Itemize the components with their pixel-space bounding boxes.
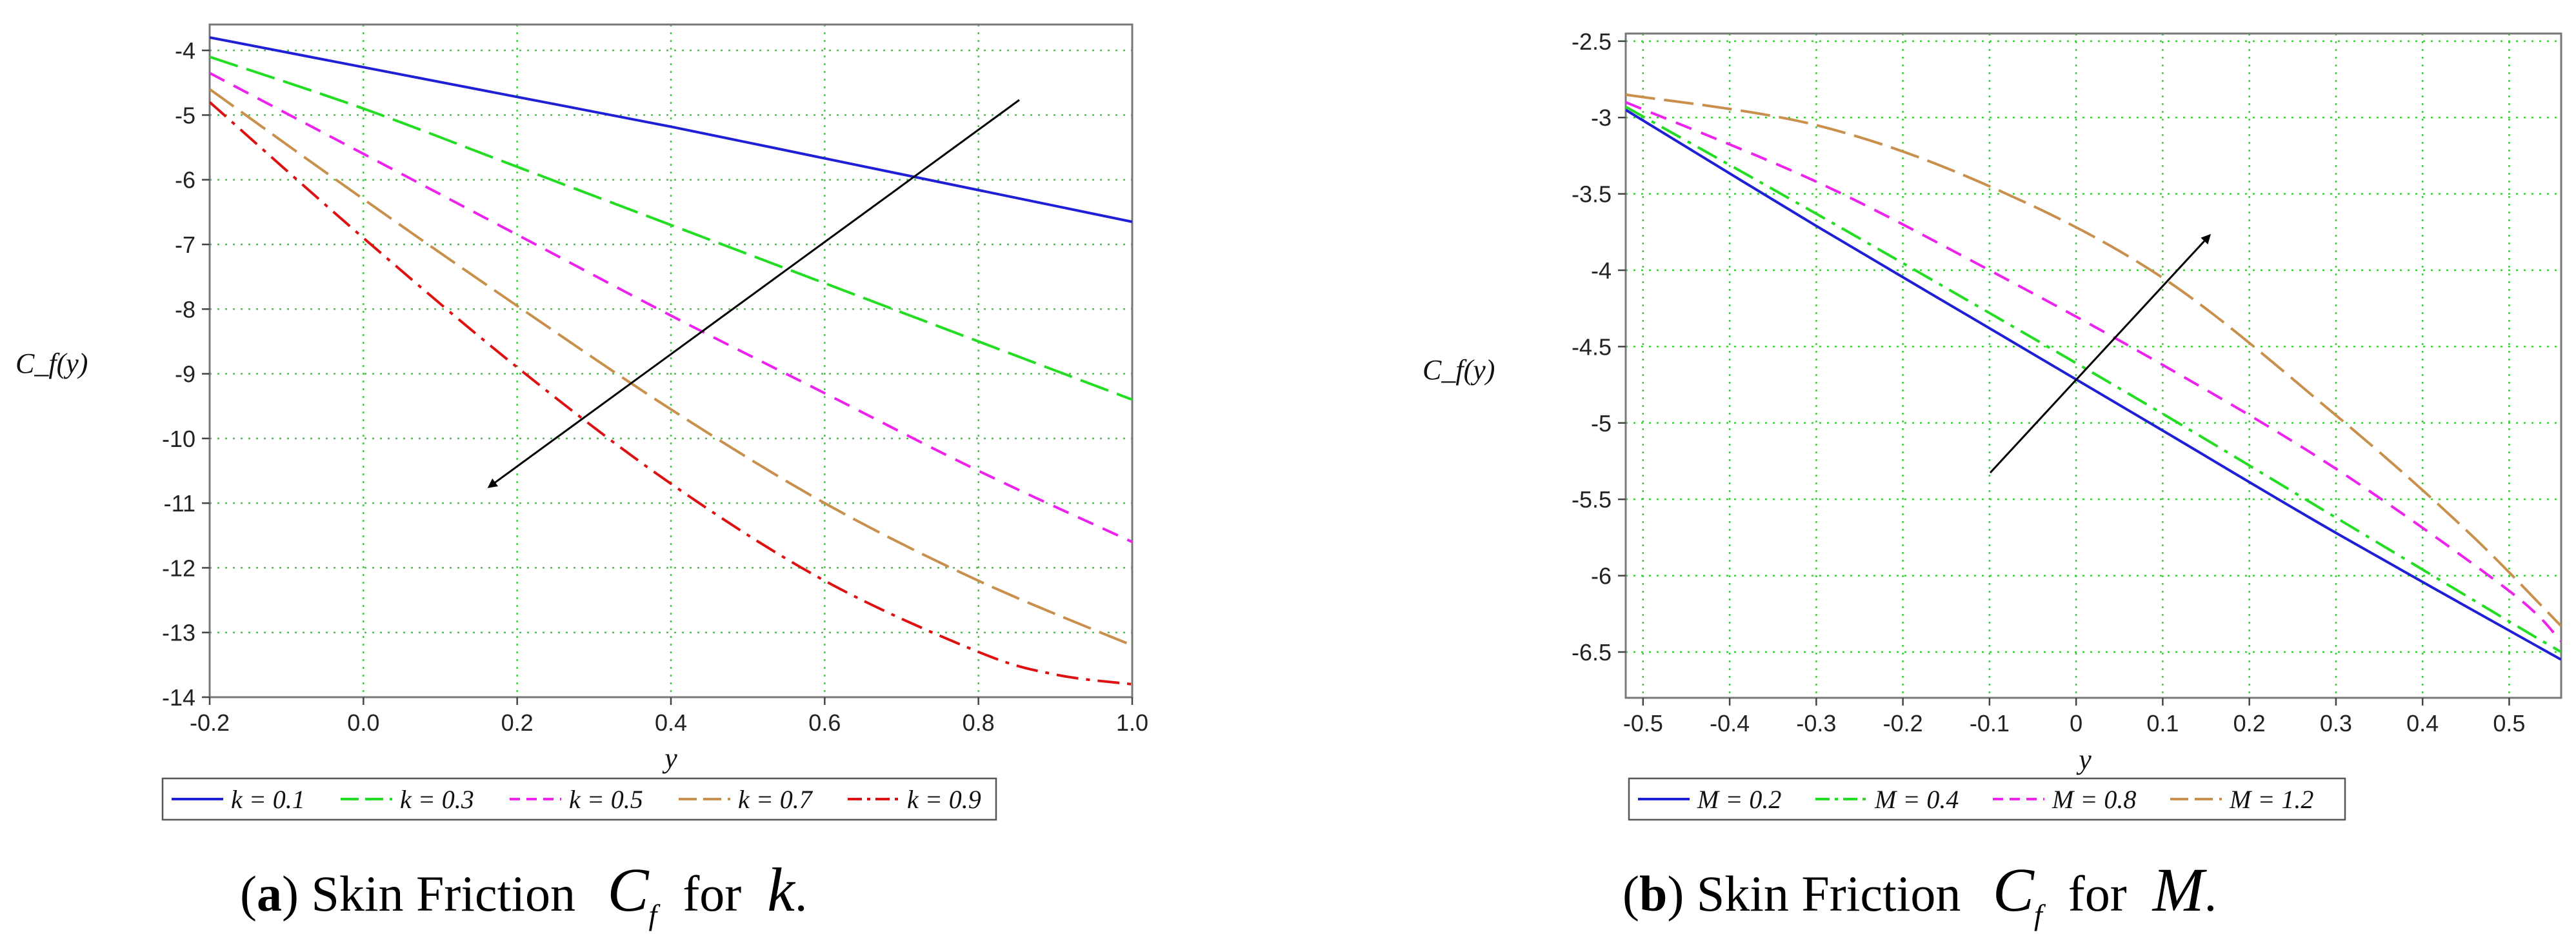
x-axis-title: y (662, 742, 677, 774)
caption-a-end: . (795, 866, 808, 922)
x-tick-label: 0.4 (655, 709, 687, 736)
x-tick-label: 0 (2070, 710, 2082, 737)
legend-label: k = 0.1 (231, 785, 305, 814)
x-tick-label: 0.2 (2233, 710, 2266, 737)
legend-label: M = 0.4 (1874, 785, 1959, 814)
x-tick-label: -0.1 (1970, 710, 2010, 737)
x-tick-label: 0.2 (501, 709, 534, 736)
legend-label: k = 0.9 (907, 785, 981, 814)
caption-a-symbol: C (608, 855, 650, 924)
y-tick-label: -4 (175, 37, 195, 64)
y-tick-label: -6 (175, 167, 195, 193)
x-tick-label: 0.4 (2406, 710, 2439, 737)
x-tick-label: 0.1 (2146, 710, 2179, 737)
caption-b-text: Skin Friction (1697, 866, 1961, 922)
caption-b-end: . (2204, 866, 2217, 922)
series-line-4 (1626, 93, 2561, 628)
caption-a-param: k (767, 855, 796, 924)
y-tick-label: -9 (175, 361, 195, 388)
y-axis-title: C_f(y) (1423, 354, 1495, 386)
caption-b: (b) Skin Friction Cf for M. (1622, 855, 2217, 931)
series-line-3 (210, 72, 1132, 544)
caption-b-subscript: f (2034, 898, 2046, 931)
y-tick-label: -8 (175, 296, 195, 322)
caption-a: (a) Skin Friction Cf for k. (240, 855, 807, 931)
legend-label: M = 1.2 (2229, 785, 2313, 814)
caption-b-letter: b (1639, 866, 1667, 922)
chart-skin-friction-k: -0.2 0.0 0.2 0.4 0.6 0.8 1.0 -4 -5 -6 -7 -8 -9 -10 -11… (15, 23, 1148, 821)
series-line-2 (210, 55, 1132, 401)
chart-skin-friction-m: -0.5 -0.4 -0.3 -0.2 -0.1 0 0.1 0.2 0.3 0.4 0.5 -2.5… (1423, 28, 2562, 821)
caption-a-letter: a (257, 866, 282, 922)
plot-area (210, 25, 1132, 697)
x-tick-label: -0.2 (1883, 710, 1923, 737)
x-tick-label: -0.5 (1623, 710, 1663, 737)
caption-b-param: M (2152, 855, 2208, 924)
plot-frame (1624, 32, 2562, 699)
y-tick-label: -13 (162, 620, 195, 646)
x-tick-label: 0.8 (963, 709, 995, 736)
x-tick-label: 0.3 (2320, 710, 2352, 737)
x-axis-title: y (2076, 744, 2092, 775)
caption-b-for: for (2068, 866, 2127, 922)
y-tick-label: -2.5 (1572, 28, 1612, 55)
y-tick-label: -3 (1591, 104, 1612, 131)
trend-arrow (487, 99, 1020, 488)
y-tick-label: -6 (1591, 563, 1612, 589)
y-axis-title: C_f(y) (15, 348, 88, 379)
caption-b-symbol: C (1993, 855, 2035, 924)
y-tick-label: -6.5 (1572, 639, 1612, 666)
x-tick-label: -0.4 (1710, 710, 1750, 737)
legend-label: M = 0.2 (1697, 785, 1781, 814)
series-line-5 (210, 101, 1132, 686)
caption-a-subscript: f (649, 898, 661, 931)
caption-a-text: Skin Friction (311, 866, 575, 922)
x-tick-label: -0.3 (1796, 710, 1836, 737)
x-tick-label: 0.5 (2493, 710, 2525, 737)
y-tick-label: -7 (175, 232, 195, 258)
x-tick-label: -0.2 (190, 709, 230, 736)
y-tick-label: -10 (162, 426, 195, 452)
legend-label: M = 0.8 (2052, 785, 2136, 814)
y-tick-label: -12 (162, 555, 195, 581)
x-tick-label: 1.0 (1116, 709, 1148, 736)
trend-arrow (1989, 233, 2212, 474)
plot-area (1626, 34, 2561, 698)
y-tick-label: -5 (175, 102, 195, 128)
legend-label: k = 0.5 (569, 785, 643, 814)
y-tick-label: -5.5 (1572, 486, 1612, 513)
x-tick-label: 0.6 (808, 709, 841, 736)
legend-label: k = 0.3 (400, 785, 474, 814)
legend-box (1628, 777, 2346, 821)
y-tick-label: -4.5 (1572, 333, 1612, 360)
series-line-1 (210, 36, 1132, 223)
caption-a-for: for (683, 866, 741, 922)
series-line-3 (1626, 101, 2561, 642)
series-line-2 (1626, 105, 2561, 653)
y-tick-label: -5 (1591, 410, 1612, 437)
y-tick-label: -14 (162, 684, 195, 711)
legend-label: k = 0.7 (738, 785, 814, 814)
y-tick-label: -11 (164, 490, 195, 517)
x-tick-label: 0.0 (347, 709, 379, 736)
y-tick-label: -3.5 (1572, 181, 1612, 208)
y-tick-label: -4 (1591, 257, 1612, 284)
series-line-1 (1626, 108, 2561, 661)
series-line-4 (210, 88, 1132, 647)
